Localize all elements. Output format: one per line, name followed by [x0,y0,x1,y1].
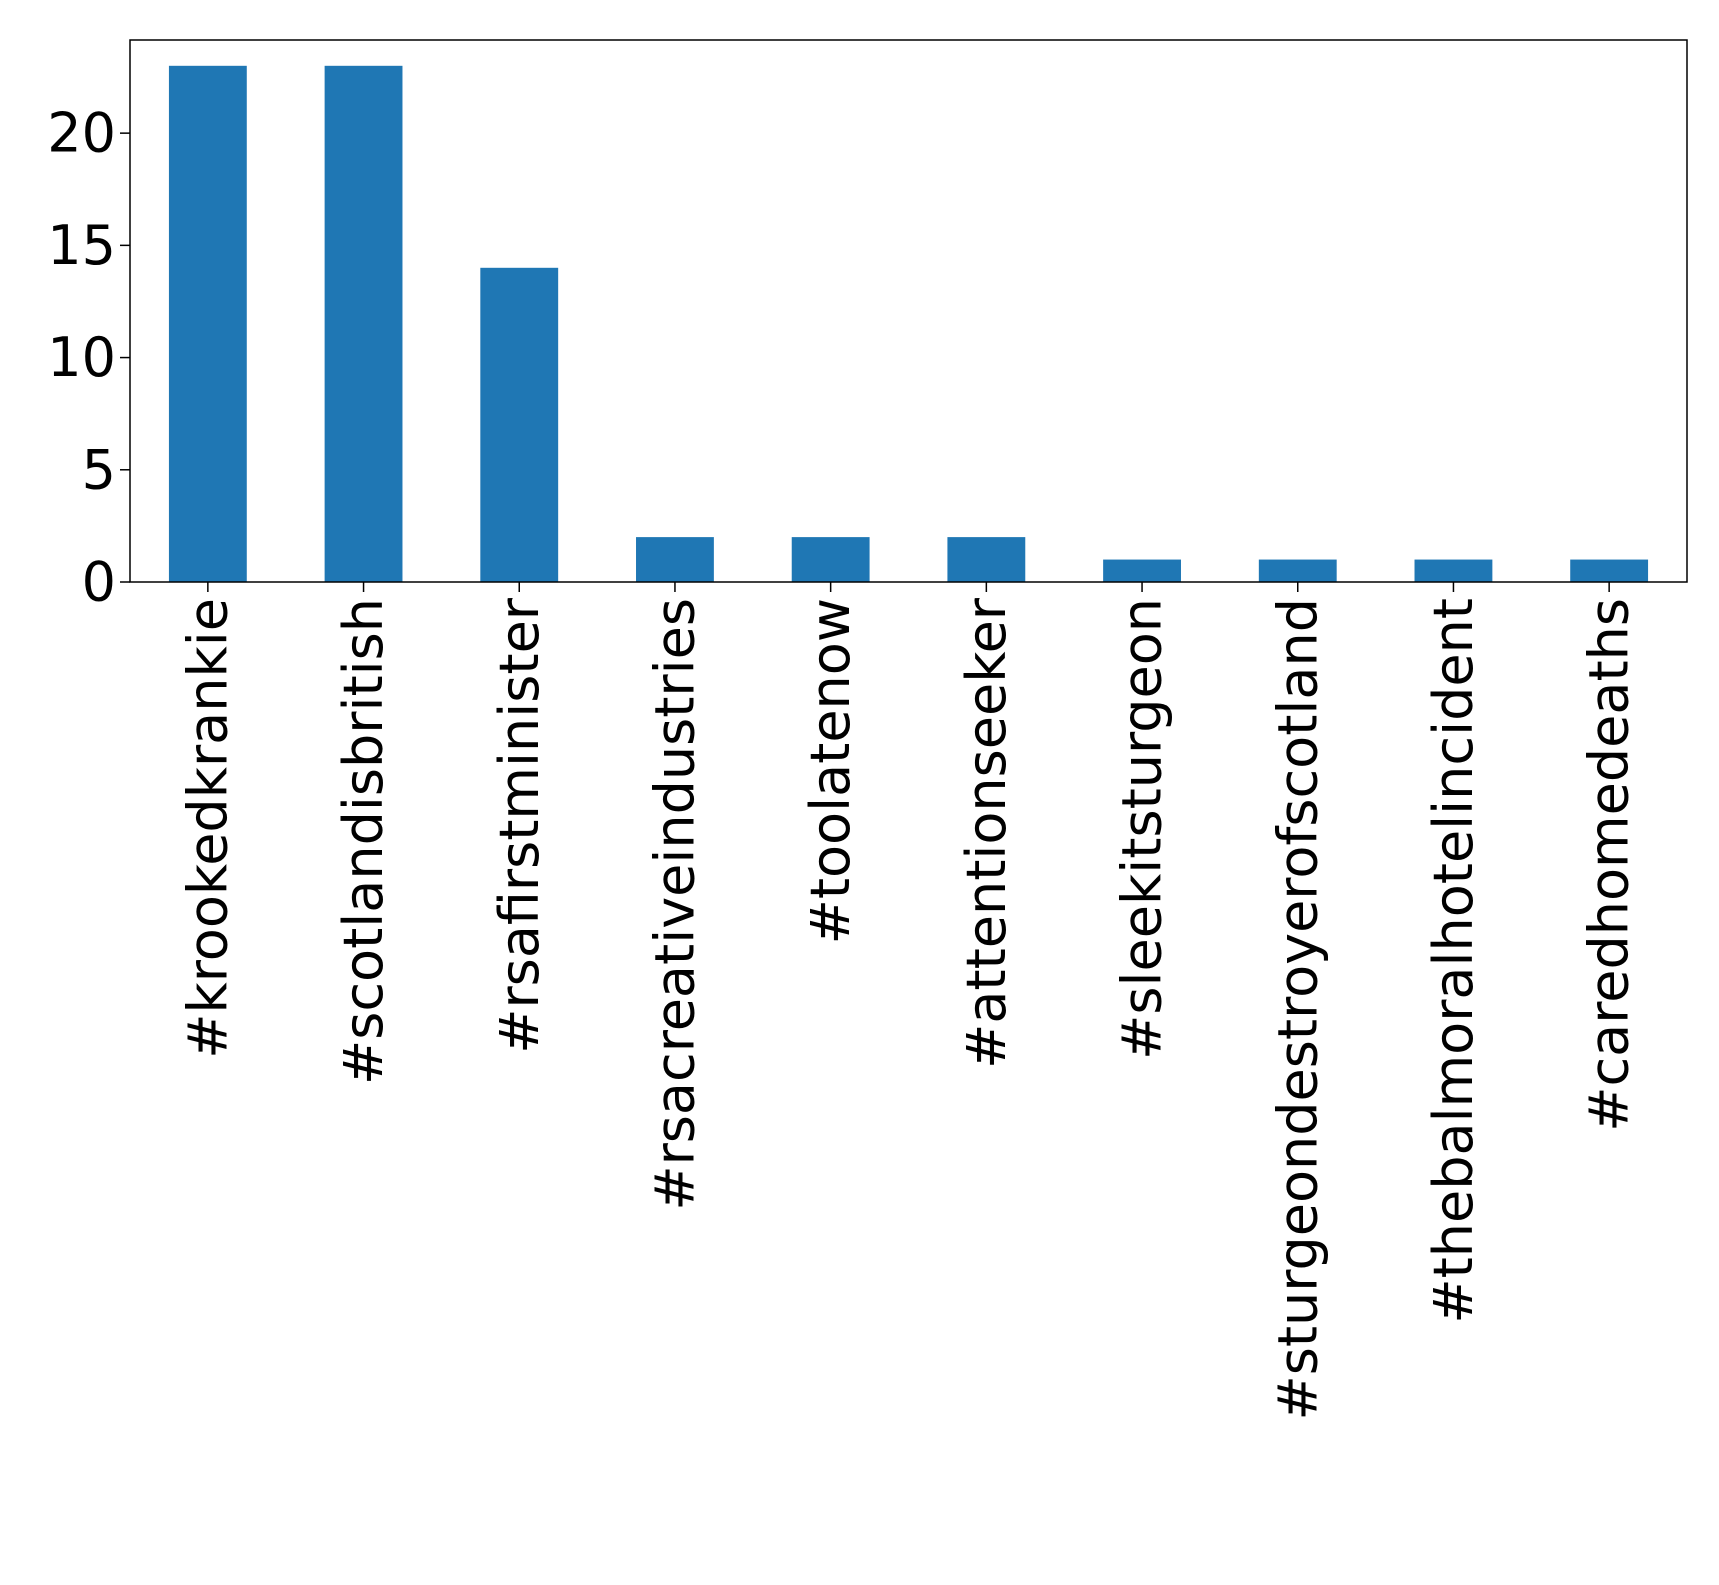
x-tick-label-8: #thebalmoralhotelincident [1422,598,1485,1324]
x-axis: #krookedkrankie #scotlandisbritish #rsafir… [176,582,1641,1421]
bars-layer [168,65,1649,582]
y-tick-label-4: 20 [47,102,116,165]
x-tick-label-7: #sturgeondestroyerofscotland [1266,598,1329,1421]
bar-6 [1103,559,1181,582]
plot-area-frame [129,39,1688,583]
x-tick-label-6: #sleekitsturgeon [1111,598,1174,1060]
bar-2 [480,267,559,582]
y-tick-label-2: 10 [47,326,116,389]
x-tick-label-2: #rsafirstminister [488,597,551,1054]
x-tick-label-4: #toolatenow [799,598,862,944]
bar-0 [168,65,247,582]
bar-3 [636,537,714,582]
bar-1 [324,65,403,582]
y-tick-label-3: 15 [47,214,116,277]
y-axis: 0 5 10 15 20 [47,102,130,614]
x-tick-label-0: #krookedkrankie [176,598,239,1059]
x-tick-label-9: #caredhomedeaths [1578,598,1641,1132]
bar-7 [1258,559,1337,582]
x-tick-label-1: #scotlandisbritish [332,598,395,1085]
x-tick-label-5: #attentionseeker [955,597,1018,1069]
bar-9 [1570,559,1649,582]
x-tick-label-3: #rsacreativeindustries [643,598,706,1211]
bar-4 [791,537,870,582]
y-tick-label-0: 0 [82,551,116,614]
y-tick-label-1: 5 [82,438,116,501]
bar-5 [947,537,1026,582]
bar-8 [1414,559,1493,582]
